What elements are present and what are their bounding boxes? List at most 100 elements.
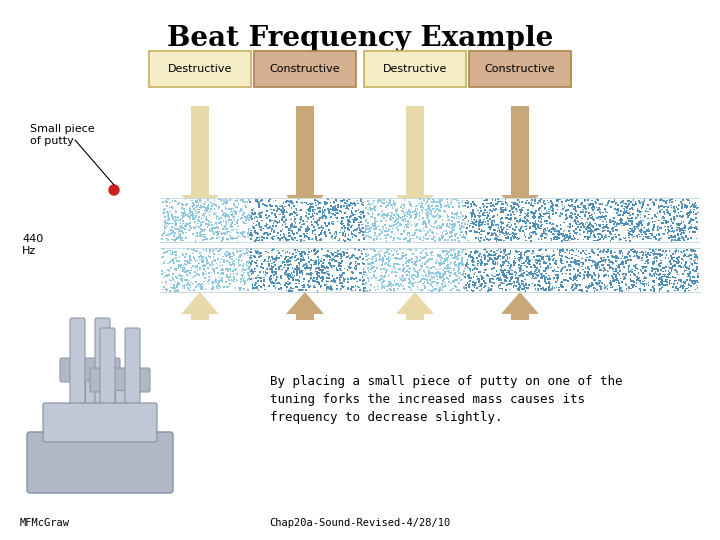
Point: [281, 223, 292, 232]
Point: [253, 281, 265, 290]
Point: [370, 202, 382, 211]
Point: [399, 252, 410, 261]
Point: [315, 229, 327, 238]
Point: [459, 214, 471, 223]
Point: [518, 228, 530, 237]
Point: [576, 285, 588, 294]
Point: [570, 258, 582, 267]
Point: [552, 201, 563, 210]
Point: [651, 253, 662, 262]
Point: [555, 278, 567, 287]
Point: [460, 228, 472, 237]
Point: [616, 287, 628, 295]
Point: [505, 262, 516, 271]
Point: [192, 261, 203, 270]
Point: [310, 230, 321, 239]
Point: [567, 286, 579, 294]
Point: [426, 228, 438, 237]
Point: [468, 219, 480, 227]
Point: [669, 280, 680, 289]
Point: [302, 222, 313, 231]
Point: [439, 257, 451, 266]
Point: [230, 196, 241, 205]
Point: [374, 249, 385, 258]
Point: [258, 275, 269, 284]
Point: [626, 233, 638, 242]
Point: [219, 225, 230, 234]
Point: [194, 205, 205, 214]
Point: [690, 223, 701, 232]
Point: [492, 258, 503, 267]
Point: [446, 209, 458, 218]
Point: [405, 265, 416, 273]
Point: [207, 227, 219, 236]
Point: [456, 254, 468, 262]
Point: [625, 275, 636, 284]
Point: [397, 260, 409, 269]
Point: [619, 209, 631, 218]
Point: [197, 268, 209, 277]
Point: [679, 277, 690, 286]
Point: [500, 251, 512, 260]
Point: [282, 248, 293, 256]
Point: [621, 202, 632, 211]
Point: [455, 224, 467, 233]
Point: [654, 251, 665, 260]
Point: [162, 266, 174, 274]
Point: [409, 213, 420, 222]
Point: [524, 269, 536, 278]
Point: [189, 256, 201, 265]
Point: [418, 195, 430, 204]
Point: [336, 220, 348, 228]
Point: [623, 217, 634, 225]
Point: [369, 215, 380, 224]
Point: [313, 199, 325, 208]
Point: [598, 264, 610, 273]
Point: [336, 284, 347, 293]
Point: [475, 207, 487, 215]
Point: [253, 198, 265, 207]
Point: [275, 280, 287, 289]
Point: [367, 272, 379, 281]
Point: [685, 208, 697, 217]
Point: [325, 202, 337, 211]
Point: [678, 278, 690, 286]
Point: [217, 266, 229, 274]
Point: [580, 246, 592, 255]
Point: [542, 264, 554, 273]
Point: [621, 271, 632, 279]
Point: [244, 231, 256, 239]
Point: [382, 246, 393, 255]
Point: [184, 208, 196, 217]
Point: [567, 258, 578, 267]
Point: [309, 205, 320, 214]
Point: [161, 208, 173, 217]
Point: [480, 245, 491, 254]
Point: [644, 227, 655, 235]
Point: [347, 251, 359, 260]
Point: [295, 252, 307, 260]
Point: [527, 272, 539, 280]
Point: [646, 267, 657, 275]
Point: [503, 211, 514, 219]
Point: [361, 228, 372, 237]
Point: [312, 248, 323, 256]
Point: [443, 201, 454, 210]
Point: [337, 231, 348, 239]
Point: [230, 220, 241, 229]
Point: [317, 259, 328, 267]
Point: [274, 231, 286, 239]
Point: [179, 208, 191, 217]
Point: [486, 278, 498, 287]
Point: [652, 224, 663, 232]
Point: [598, 222, 610, 231]
Point: [536, 245, 547, 254]
Point: [577, 275, 588, 284]
Point: [223, 227, 235, 236]
Point: [457, 270, 469, 279]
Point: [321, 198, 333, 207]
Point: [230, 208, 241, 217]
Point: [642, 250, 654, 259]
Point: [518, 203, 529, 212]
Point: [398, 285, 410, 294]
